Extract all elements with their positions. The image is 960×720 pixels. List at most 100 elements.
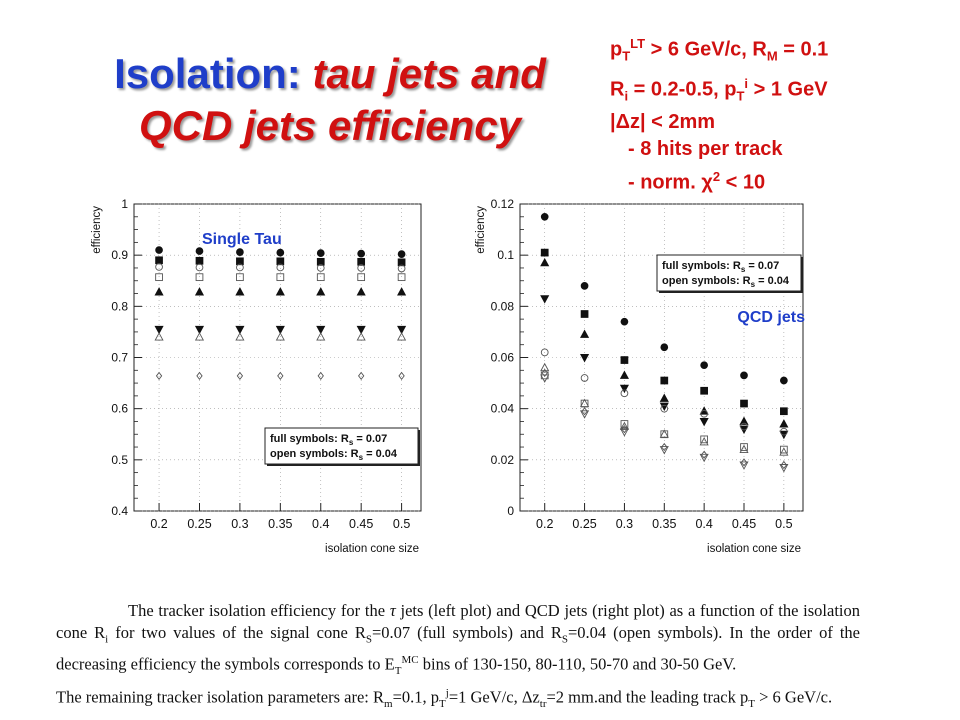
data-point [619, 370, 629, 379]
data-point [236, 248, 244, 256]
data-point [700, 361, 708, 370]
data-point [660, 376, 669, 385]
caption-text: for two values of the signal cone R [108, 622, 366, 642]
param-sub: M [766, 48, 778, 64]
data-point [540, 248, 549, 257]
data-point [581, 407, 588, 416]
data-point [619, 428, 629, 437]
data-point [739, 461, 749, 470]
x-tick-label: 0.25 [572, 517, 596, 531]
x-tick-label: 0.35 [652, 517, 676, 531]
caption-text: τ [389, 601, 396, 620]
data-point [540, 374, 550, 383]
data-point [155, 256, 163, 265]
data-point [276, 263, 285, 272]
data-point [620, 389, 629, 398]
param-line-1: pTLT > 6 GeV/c, RM = 0.1 [610, 30, 828, 70]
data-point [780, 407, 788, 416]
caption-text: > 6 GeV/c. [754, 687, 833, 707]
param-sub: T [736, 88, 745, 104]
data-point [275, 287, 285, 296]
x-tick-label: 0.3 [231, 517, 248, 531]
chart-title: QCD jets [737, 309, 805, 326]
param-text: Δ [615, 111, 630, 134]
x-tick-label: 0.5 [393, 517, 410, 531]
param-text: > 1 GeV [748, 78, 828, 101]
caption-sub: S [561, 632, 568, 645]
data-point [357, 249, 366, 258]
data-point [275, 325, 285, 335]
data-point [580, 329, 590, 338]
isolation-parameters: pTLT > 6 GeV/c, RM = 0.1 Ri = 0.2-0.5, p… [610, 30, 828, 197]
data-point [236, 371, 244, 381]
data-point [235, 332, 245, 341]
data-point [540, 295, 550, 304]
data-point [155, 273, 163, 282]
data-point [580, 374, 589, 382]
data-point [316, 273, 325, 282]
data-point [155, 263, 163, 271]
data-point [236, 273, 244, 282]
data-point [155, 371, 163, 381]
data-point [154, 287, 164, 296]
data-point [356, 325, 366, 335]
tau-efficiency-chart: 0.4 0.5 0.6 0.7 0.8 0.9 1 0.2 0.25 0.3 0.35 0.4 0.45… [91, 197, 422, 555]
data-point [740, 371, 748, 380]
y-tick-label: 0.02 [491, 453, 515, 467]
data-point [739, 444, 749, 454]
data-point [540, 212, 549, 221]
data-point [619, 421, 629, 431]
series-square-filled [155, 256, 406, 267]
caption-sup: j [445, 686, 449, 699]
caption-text: =0.1, p [392, 687, 440, 707]
data-point [316, 264, 325, 272]
data-point [316, 249, 325, 257]
data-point [195, 273, 204, 282]
data-point [740, 443, 748, 451]
title-part2: tau jets and [312, 50, 546, 97]
data-point [659, 446, 669, 455]
param-sub: i [624, 88, 629, 104]
data-point [194, 332, 205, 341]
data-point [155, 246, 163, 254]
data-point [779, 464, 789, 473]
data-point [699, 418, 709, 427]
series-circle-open [540, 348, 788, 436]
data-point [619, 384, 629, 394]
slide-title: Isolation: tau jets and QCD jets efficie… [40, 48, 620, 152]
data-point [580, 410, 590, 419]
caption-paragraph-1: The tracker isolation efficiency for the… [56, 600, 860, 683]
param-text: = 0.2-0.5, p [628, 78, 737, 101]
data-point [357, 257, 366, 266]
data-point [700, 409, 708, 418]
data-point [356, 287, 366, 296]
caption-text: jets (left plot) and QCD jets (right plo… [56, 601, 860, 642]
figure-caption: The tracker isolation efficiency for the… [56, 600, 860, 715]
data-point [780, 460, 788, 470]
data-point [236, 263, 244, 272]
series-circle-open [155, 263, 406, 273]
data-point [276, 248, 285, 257]
data-point [195, 256, 204, 265]
data-point [659, 402, 669, 412]
data-point [275, 332, 285, 341]
y-tick-label: 0.4 [111, 504, 128, 518]
data-point [620, 317, 629, 326]
series-triangle-down-open [540, 374, 789, 473]
data-point [779, 447, 789, 456]
y-axis-label: efficiency [475, 206, 487, 254]
y-tick-label: 0.6 [111, 402, 128, 416]
caption-text: The tracker isolation efficiency for the [128, 601, 390, 620]
x-tick-label: 0.35 [268, 517, 292, 531]
y-tick-label: 0.1 [497, 248, 514, 262]
y-tick-label: 0.06 [491, 351, 515, 365]
data-point [699, 453, 709, 463]
data-point [397, 287, 407, 296]
x-axis-label: isolation cone size [707, 543, 801, 555]
data-point [540, 362, 550, 372]
title-part1: Isolation: [114, 50, 301, 97]
y-tick-label: 0.5 [111, 453, 128, 467]
x-tick-label: 0.25 [187, 517, 211, 531]
data-point [700, 450, 708, 459]
data-point [739, 416, 749, 425]
